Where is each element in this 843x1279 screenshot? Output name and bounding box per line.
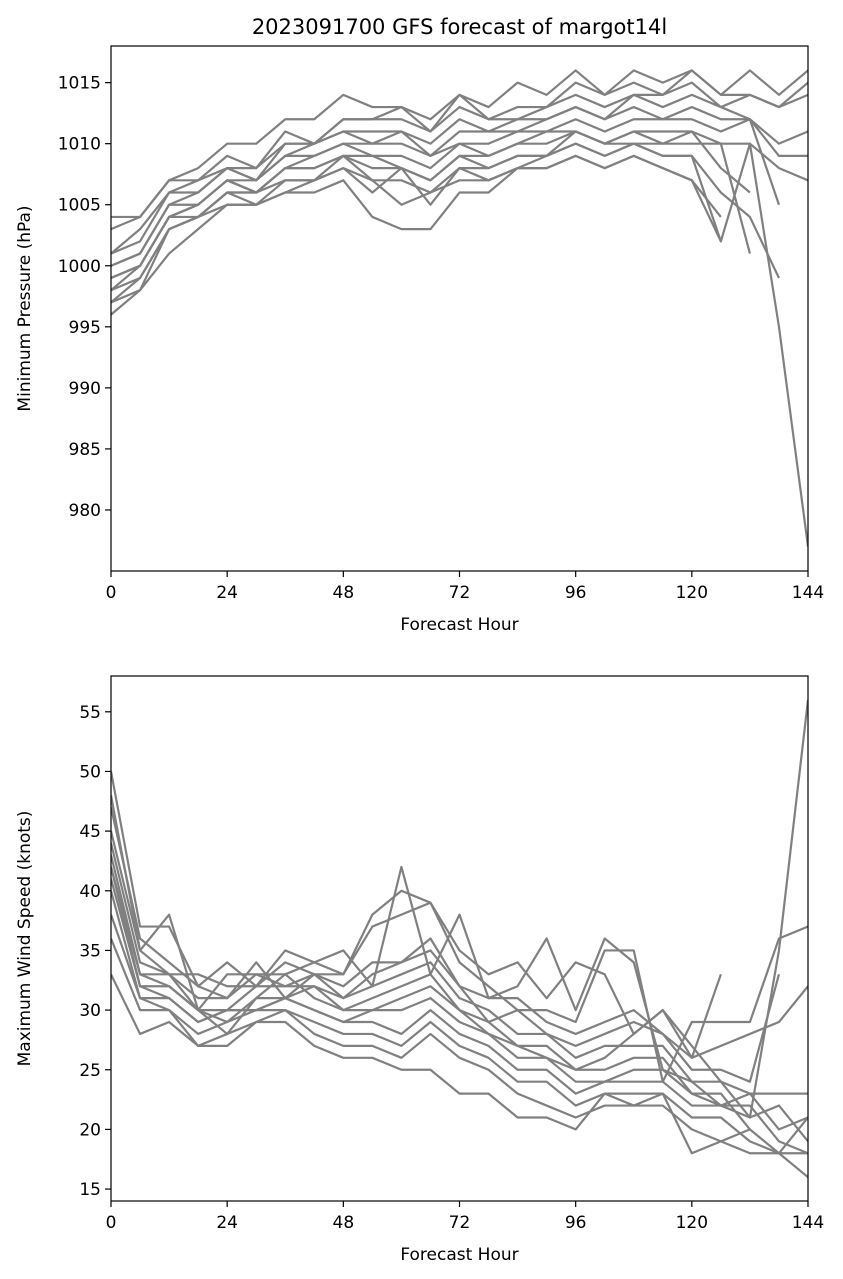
wind-x-tick-label: 72 bbox=[449, 1213, 471, 1233]
wind-series-line-8 bbox=[111, 866, 808, 1143]
pressure-series-line-4 bbox=[111, 93, 808, 255]
wind-x-tick-label: 48 bbox=[333, 1213, 355, 1233]
wind-series-line-5 bbox=[111, 842, 781, 1083]
pressure-chart-panel: 0 24 48 72 96 120 144 980 985 990 995 1000 1005 1010 1… bbox=[15, 15, 824, 635]
pressure-y-axis-label: Minimum Pressure (hPa) bbox=[15, 205, 35, 411]
wind-y-tick-label: 55 bbox=[79, 703, 101, 723]
wind-y-tick-label: 25 bbox=[79, 1061, 101, 1081]
pressure-chart-title: 2023091700 GFS forecast of margot14l bbox=[252, 15, 667, 39]
pressure-x-tick-label: 24 bbox=[216, 583, 238, 603]
wind-series-line-3 bbox=[111, 807, 808, 1083]
wind-series-group bbox=[111, 699, 808, 1178]
wind-x-tick-label: 24 bbox=[216, 1213, 238, 1233]
pressure-y-tick-label: 985 bbox=[69, 440, 101, 460]
pressure-y-tick-label: 995 bbox=[69, 318, 101, 338]
pressure-y-tick-label: 1000 bbox=[58, 257, 101, 277]
pressure-x-tick-label: 0 bbox=[106, 583, 117, 603]
pressure-series-line-2 bbox=[111, 69, 808, 231]
pressure-series-line-12 bbox=[111, 142, 808, 547]
wind-y-tick-label: 45 bbox=[79, 822, 101, 842]
pressure-x-tick-label: 48 bbox=[333, 583, 355, 603]
pressure-series-line-5 bbox=[111, 105, 808, 267]
wind-y-tick-label: 35 bbox=[79, 941, 101, 961]
wind-x-tick-label: 0 bbox=[106, 1213, 117, 1233]
wind-x-tick-label: 144 bbox=[792, 1213, 824, 1233]
wind-plot-frame bbox=[110, 675, 809, 1202]
wind-y-tick-label: 40 bbox=[79, 882, 101, 902]
pressure-y-tick-label: 990 bbox=[69, 379, 101, 399]
pressure-x-tick-label: 96 bbox=[565, 583, 587, 603]
wind-series-line-12 bbox=[111, 938, 808, 1155]
pressure-series-line-9 bbox=[111, 130, 808, 292]
pressure-x-tick-label: 72 bbox=[449, 583, 471, 603]
pressure-y-tick-label: 1010 bbox=[58, 135, 101, 155]
wind-y-tick-label: 50 bbox=[79, 762, 101, 782]
pressure-y-tick-label: 1005 bbox=[58, 196, 101, 216]
wind-x-tick-label: 96 bbox=[565, 1213, 587, 1233]
wind-series-line-13 bbox=[111, 973, 808, 1178]
wind-y-axis-label: Maximum Wind Speed (knots) bbox=[15, 811, 35, 1067]
wind-series-line-10 bbox=[111, 890, 808, 1155]
wind-y-tick-label: 20 bbox=[79, 1120, 101, 1140]
wind-chart-panel: 0 24 48 72 96 120 144 15 20 25 30 35 40 45 50 55 Forecas… bbox=[15, 675, 824, 1265]
pressure-y-tick-label: 980 bbox=[69, 501, 101, 521]
wind-y-tick-label: 15 bbox=[79, 1180, 101, 1200]
pressure-x-tick-label: 144 bbox=[792, 583, 824, 603]
pressure-y-tick-label: 1015 bbox=[58, 74, 101, 94]
wind-y-tick-label: 30 bbox=[79, 1001, 101, 1021]
wind-x-axis-label: Forecast Hour bbox=[400, 1245, 518, 1265]
pressure-series-line-13 bbox=[111, 154, 722, 316]
pressure-series-group bbox=[111, 69, 808, 547]
pressure-x-axis-label: Forecast Hour bbox=[400, 615, 518, 635]
pressure-x-tick-label: 120 bbox=[676, 583, 708, 603]
wind-series-line-9 bbox=[111, 878, 751, 1131]
wind-series-line-2 bbox=[111, 699, 808, 1119]
wind-series-line-11 bbox=[111, 914, 808, 1155]
wind-x-tick-label: 120 bbox=[676, 1213, 708, 1233]
